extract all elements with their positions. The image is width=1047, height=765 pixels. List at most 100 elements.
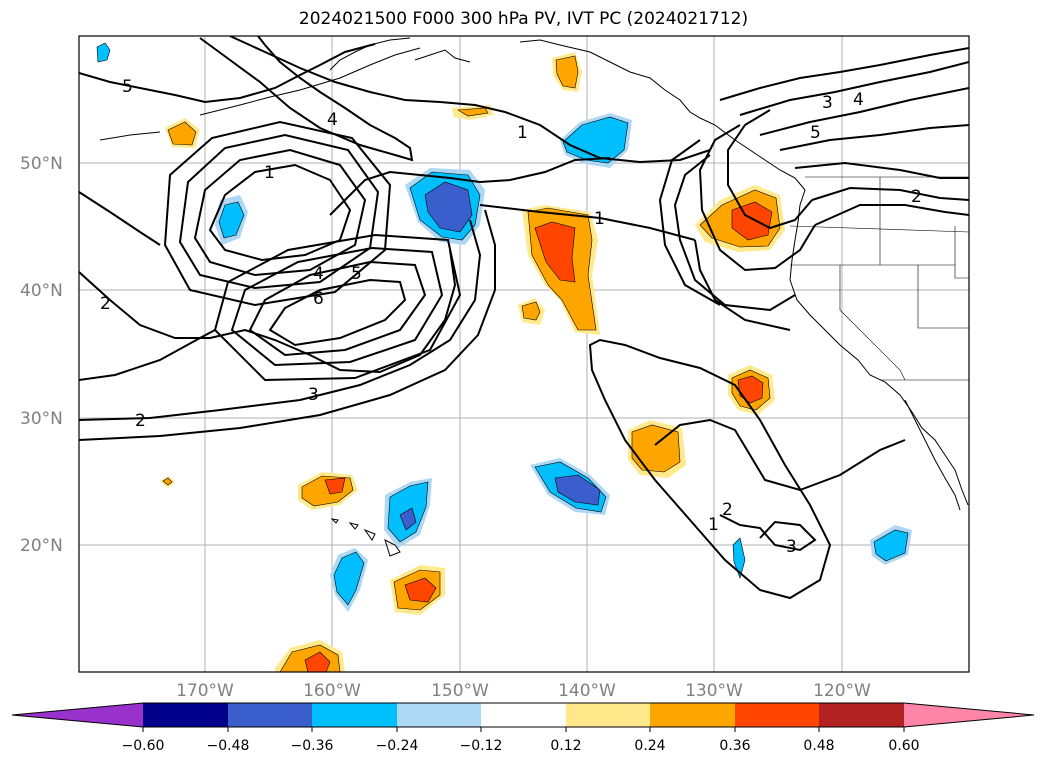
colorbar-tick-label: 0.36 xyxy=(719,738,750,754)
neg-blob xyxy=(218,201,245,239)
colorbar-segment xyxy=(735,703,819,727)
neg-blob xyxy=(96,42,111,63)
colorbar-segment xyxy=(650,703,735,727)
colorbar-tick-label: −0.48 xyxy=(207,738,250,754)
neg-blob xyxy=(732,537,746,579)
colorbar-tick-label: −0.12 xyxy=(460,738,503,754)
pv-contour-ne-g xyxy=(814,204,969,226)
contour-label: 1 xyxy=(264,163,275,183)
pv-contour-ne-c xyxy=(759,87,969,136)
coastlines xyxy=(99,37,969,557)
pv-contour-2-south xyxy=(79,219,482,421)
pos-blob xyxy=(534,221,576,283)
neg-blob xyxy=(424,181,473,233)
contour-label: 6 xyxy=(313,289,324,309)
colorbar-extend-left xyxy=(12,703,143,727)
colorbar-tick-label: −0.60 xyxy=(122,738,165,754)
pv-contour-east-1 xyxy=(694,239,791,331)
contour-label: 3 xyxy=(822,93,833,113)
contour-labels: 5 4 1 4 5 6 2 3 2 1 1 3 4 5 2 2 1 3 xyxy=(100,77,922,557)
colorbar-tick-label: 0.24 xyxy=(634,738,665,754)
colorbar-segment xyxy=(397,703,481,727)
contour-label: 1 xyxy=(517,123,528,143)
lon-label: 170°W xyxy=(176,681,234,701)
aleutian-islands xyxy=(99,47,421,141)
pv-contour-ne-d xyxy=(779,124,969,151)
pv-contour-4-north xyxy=(199,36,414,162)
pv-contours xyxy=(79,36,969,600)
pv-contour-ne-e xyxy=(794,161,969,179)
alaska-coast xyxy=(329,37,471,71)
lat-label: 40°N xyxy=(20,281,63,301)
contour-label: 2 xyxy=(911,187,922,207)
lon-label: 130°W xyxy=(685,681,743,701)
pv-contour-3 xyxy=(213,233,462,382)
lat-label: 50°N xyxy=(20,154,63,174)
pv-contour-1-mid xyxy=(229,36,711,164)
contour-label: 2 xyxy=(722,500,733,520)
colorbar-segment xyxy=(228,703,312,727)
map-frame xyxy=(78,35,970,673)
pv-contour-2-outer xyxy=(79,249,457,374)
contour-label: 3 xyxy=(308,385,319,405)
colorbar-segment xyxy=(312,703,397,727)
pv-contour-6 xyxy=(268,278,407,347)
pv-contour-east-2 xyxy=(673,154,796,312)
pos-blob xyxy=(324,477,346,495)
pos-blob xyxy=(167,121,197,146)
pos-blob xyxy=(631,424,681,473)
contour-label: 1 xyxy=(708,515,719,535)
lat-label: 30°N xyxy=(20,409,63,429)
pv-contour-4 xyxy=(230,246,444,367)
ivt-negative-shading xyxy=(96,42,912,612)
latitude-labels: 50°N 40°N 30°N 20°N xyxy=(20,154,63,556)
west-coast xyxy=(789,189,969,506)
pv-contour-low-1 xyxy=(208,163,352,262)
contour-label: 1 xyxy=(594,209,605,229)
hawaiian-islands xyxy=(330,518,401,557)
state-borders xyxy=(789,176,969,381)
neg-blob xyxy=(399,507,417,531)
pv-contour-ne-f xyxy=(811,186,969,201)
pv-contour-wrap-nw xyxy=(79,191,161,246)
pv-contour-south-2 xyxy=(654,418,906,492)
contour-label: 4 xyxy=(853,90,864,110)
map-title: 2024021500 F000 300 hPa PV, IVT PC (2024… xyxy=(298,9,749,29)
baja-california xyxy=(904,399,961,511)
pos-blob xyxy=(304,651,331,672)
ca-nv-border xyxy=(839,265,906,381)
neg-blob xyxy=(873,529,909,562)
map-content: 5 4 1 4 5 6 2 3 2 1 1 3 4 5 2 2 1 3 xyxy=(79,36,969,672)
contour-label: 5 xyxy=(122,77,133,97)
pv-contour-5-north xyxy=(79,43,376,104)
pv-contour-ne-b xyxy=(739,61,969,116)
colorbar-ticks xyxy=(142,727,905,732)
pos-blob xyxy=(404,577,437,603)
pv-contour-1-central xyxy=(479,204,696,241)
pv-contour-south-3 xyxy=(719,514,817,552)
contour-label: 4 xyxy=(327,110,338,130)
lon-label: 150°W xyxy=(431,681,489,701)
pv-contour-south-1 xyxy=(588,338,832,600)
colorbar-tick-label: 0.60 xyxy=(888,738,919,754)
colorbar-tick-label: 0.12 xyxy=(550,738,581,754)
pv-contour-east-4 xyxy=(698,124,816,272)
pv-contour-low-4 xyxy=(163,120,392,307)
lat-label: 20°N xyxy=(20,536,63,556)
neg-blob xyxy=(562,116,629,164)
pv-contour-3-west xyxy=(79,329,216,381)
colorbar-tick-label: −0.24 xyxy=(376,738,419,754)
contour-label: 2 xyxy=(135,411,146,431)
pos-blob xyxy=(457,107,489,117)
lon-label: 160°W xyxy=(303,681,361,701)
colorbar-segment xyxy=(481,703,566,727)
pv-contour-5 xyxy=(248,260,427,357)
pos-blob xyxy=(555,55,579,89)
colorbar: −0.60 −0.48 −0.36 −0.24 −0.12 0.12 0.24 … xyxy=(11,702,1035,754)
pv-contour-low-2 xyxy=(193,148,367,277)
neg-blob xyxy=(333,551,365,606)
pv-contour-east-3 xyxy=(658,139,721,306)
ivt-positive-shading xyxy=(160,52,785,672)
colorbar-tick-label: −0.36 xyxy=(291,738,334,754)
